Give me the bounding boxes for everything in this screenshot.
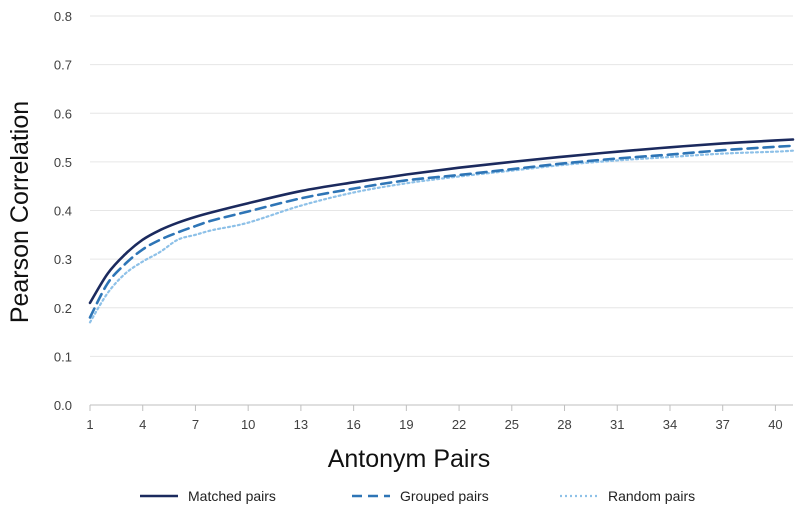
x-tick-label: 40 <box>768 417 782 432</box>
y-tick-label: 0.5 <box>54 155 72 170</box>
y-tick-label: 0.1 <box>54 349 72 364</box>
x-tick-label: 31 <box>610 417 624 432</box>
x-tick-label: 16 <box>346 417 360 432</box>
series-line-matched-pairs <box>90 140 793 303</box>
gridlines <box>90 16 793 405</box>
x-tick-label: 4 <box>139 417 146 432</box>
x-tick-label: 10 <box>241 417 255 432</box>
y-tick-label: 0.4 <box>54 204 72 219</box>
y-tick-label: 0.8 <box>54 9 72 24</box>
y-tick-label: 0.2 <box>54 301 72 316</box>
legend-label: Grouped pairs <box>400 488 489 504</box>
y-axis-ticks: 0.0 0.1 0.2 0.3 0.4 0.5 0.6 0.7 0.8 <box>54 9 72 413</box>
y-tick-label: 0.7 <box>54 58 72 73</box>
legend-label: Matched pairs <box>188 488 276 504</box>
x-tick-label: 37 <box>715 417 729 432</box>
x-tick-label: 28 <box>557 417 571 432</box>
x-tick-label: 7 <box>192 417 199 432</box>
series-line-random-pairs <box>90 151 793 323</box>
y-tick-label: 0.3 <box>54 252 72 267</box>
x-tick-label: 34 <box>663 417 677 432</box>
x-tick-label: 1 <box>86 417 93 432</box>
x-tick-label: 13 <box>294 417 308 432</box>
x-tick-label: 22 <box>452 417 466 432</box>
x-tick-label: 25 <box>505 417 519 432</box>
legend: Matched pairs Grouped pairs Random pairs <box>140 488 695 504</box>
x-tick-label: 19 <box>399 417 413 432</box>
series-line-grouped-pairs <box>90 146 793 318</box>
y-axis-title: Pearson Correlation <box>6 101 34 323</box>
x-axis: 1 4 7 10 13 16 19 22 25 28 31 34 37 40 <box>86 405 782 432</box>
x-axis-title: Antonym Pairs <box>328 445 491 473</box>
series-lines <box>90 140 793 323</box>
y-tick-label: 0.6 <box>54 106 72 121</box>
legend-label: Random pairs <box>608 488 695 504</box>
y-tick-label: 0.0 <box>54 398 72 413</box>
